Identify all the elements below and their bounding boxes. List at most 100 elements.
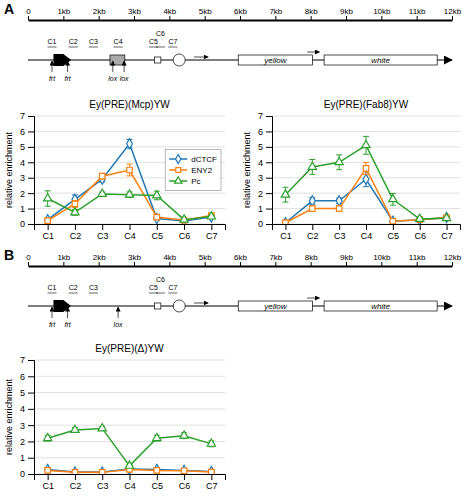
y-tick-mark [28, 458, 34, 459]
scale-tick: 0 [26, 253, 31, 266]
x-tick-label: C2 [307, 231, 319, 241]
scale-tick: 11kb [409, 253, 426, 266]
amplicon-label: C6 [156, 276, 165, 283]
marker [181, 465, 187, 474]
y-tick-mark [28, 360, 34, 361]
y-tick: 0 [20, 219, 34, 229]
scale-tick: 2kb [93, 253, 106, 266]
gene-label: white [371, 56, 390, 65]
x-tick: C3 [97, 224, 109, 241]
grid-line [272, 193, 460, 194]
x-tick: C3 [334, 224, 346, 241]
y-tick: 0 [20, 469, 34, 479]
y-tick-mark [28, 409, 34, 410]
y-tick-mark [28, 224, 34, 225]
scale-label: 11kb [409, 7, 426, 16]
y-tick-label: 7 [20, 111, 25, 121]
marker [43, 194, 51, 201]
scale-tick-mark [63, 262, 64, 266]
legend: dCTCFENY2Pc [165, 150, 221, 191]
gene-box [324, 301, 437, 311]
error-bar [127, 164, 133, 176]
y-tick-label: 5 [258, 142, 263, 152]
scale-tick-mark [275, 262, 276, 266]
scale-label: 7kb [269, 253, 282, 262]
site-arrow [67, 61, 68, 72]
y-tick: 6 [258, 127, 272, 137]
amplicon-bar [89, 293, 98, 294]
y-tick: 5 [20, 142, 34, 152]
error-bar [72, 201, 78, 208]
amplicon-bar [156, 293, 165, 294]
x-tick-mark [130, 224, 131, 230]
amplicon-bar [69, 47, 78, 48]
y-axis: 01234567 [20, 355, 35, 479]
y-tick-mark [266, 178, 272, 179]
marker [45, 468, 50, 473]
y-tick-label: 6 [20, 127, 25, 137]
insulator-fab8 [154, 303, 160, 309]
y-tick-label: 7 [258, 111, 263, 121]
legend-item: dCTCF [169, 154, 217, 163]
site-arrow [124, 61, 125, 72]
x-tick-label: C5 [152, 231, 164, 241]
y-tick-label: 5 [20, 388, 25, 398]
panel-label: B [4, 247, 14, 263]
legend-label: dCTCF [191, 155, 217, 164]
x-axis: C1C2C3C4C5C6C7 [35, 474, 226, 491]
y-tick-mark [28, 147, 34, 148]
scale-tick: 5kb [199, 253, 212, 266]
x-tick-label: C3 [97, 231, 109, 241]
x-tick-mark [48, 474, 49, 480]
x-axis-line [35, 475, 226, 481]
y-axis: 01234567 [20, 111, 35, 229]
amplicon-bar [69, 293, 78, 294]
construct-panel: B01kb2kb3kb4kb5kb6kb7kb8kb9kb10kb11kb12k… [4, 247, 462, 328]
x-tick-mark [184, 474, 185, 480]
y-tick-label: 3 [20, 173, 25, 183]
enhancer [53, 300, 71, 312]
x-tick-mark [420, 224, 421, 230]
marker [283, 220, 288, 224]
scale-tick: 10kb [373, 7, 391, 20]
legend-label: Pc [191, 177, 200, 186]
line-chart: C1C2C3C4C5C6C701234567Ey(PRE)(Fab8)YWrel… [242, 99, 461, 241]
x-tick-label: C5 [388, 231, 400, 241]
x-tick-label: C1 [280, 231, 292, 241]
y-tick: 2 [20, 189, 34, 199]
error-bar [99, 173, 105, 179]
scale-label: 3kb [128, 253, 141, 262]
x-tick-mark [75, 224, 76, 230]
scale-tick: 9kb [340, 253, 353, 266]
scale-tick-mark [240, 262, 241, 266]
panel-label: A [4, 1, 14, 17]
x-tick-mark [285, 224, 286, 230]
line-chart: C1C2C3C4C5C6C701234567Ey(PRE)(Mcp)YWrela… [4, 99, 226, 241]
legend-marker [176, 154, 181, 163]
promoter-arrow [194, 303, 208, 304]
pre-element [173, 300, 185, 312]
y-tick-mark [266, 162, 272, 163]
grid-line [34, 360, 225, 361]
marker [336, 206, 341, 211]
x-tick: C5 [388, 224, 400, 241]
figure: A01kb2kb3kb4kb5kb6kb7kb8kb9kb10kb11kb12k… [0, 0, 470, 500]
amplicon-label: C5 [149, 284, 158, 291]
scale-tick-mark [417, 262, 418, 266]
x-tick: C4 [361, 224, 373, 241]
grid-line [34, 425, 225, 426]
scale-label: 1kb [57, 253, 70, 262]
marker [99, 174, 105, 184]
x-tick: C2 [70, 474, 82, 491]
site-arrow [67, 307, 68, 318]
scale-tick: 1kb [57, 7, 70, 20]
x-tick-label: C3 [334, 231, 346, 241]
amplicon-bar [47, 47, 56, 48]
scale-tick: 5kb [199, 7, 212, 20]
scale-label: 8kb [305, 7, 318, 16]
x-axis-line [273, 225, 461, 231]
y-tick-label: 6 [20, 372, 25, 382]
marker [154, 464, 160, 474]
y-tick-mark [28, 209, 34, 210]
grid-line [272, 131, 460, 132]
